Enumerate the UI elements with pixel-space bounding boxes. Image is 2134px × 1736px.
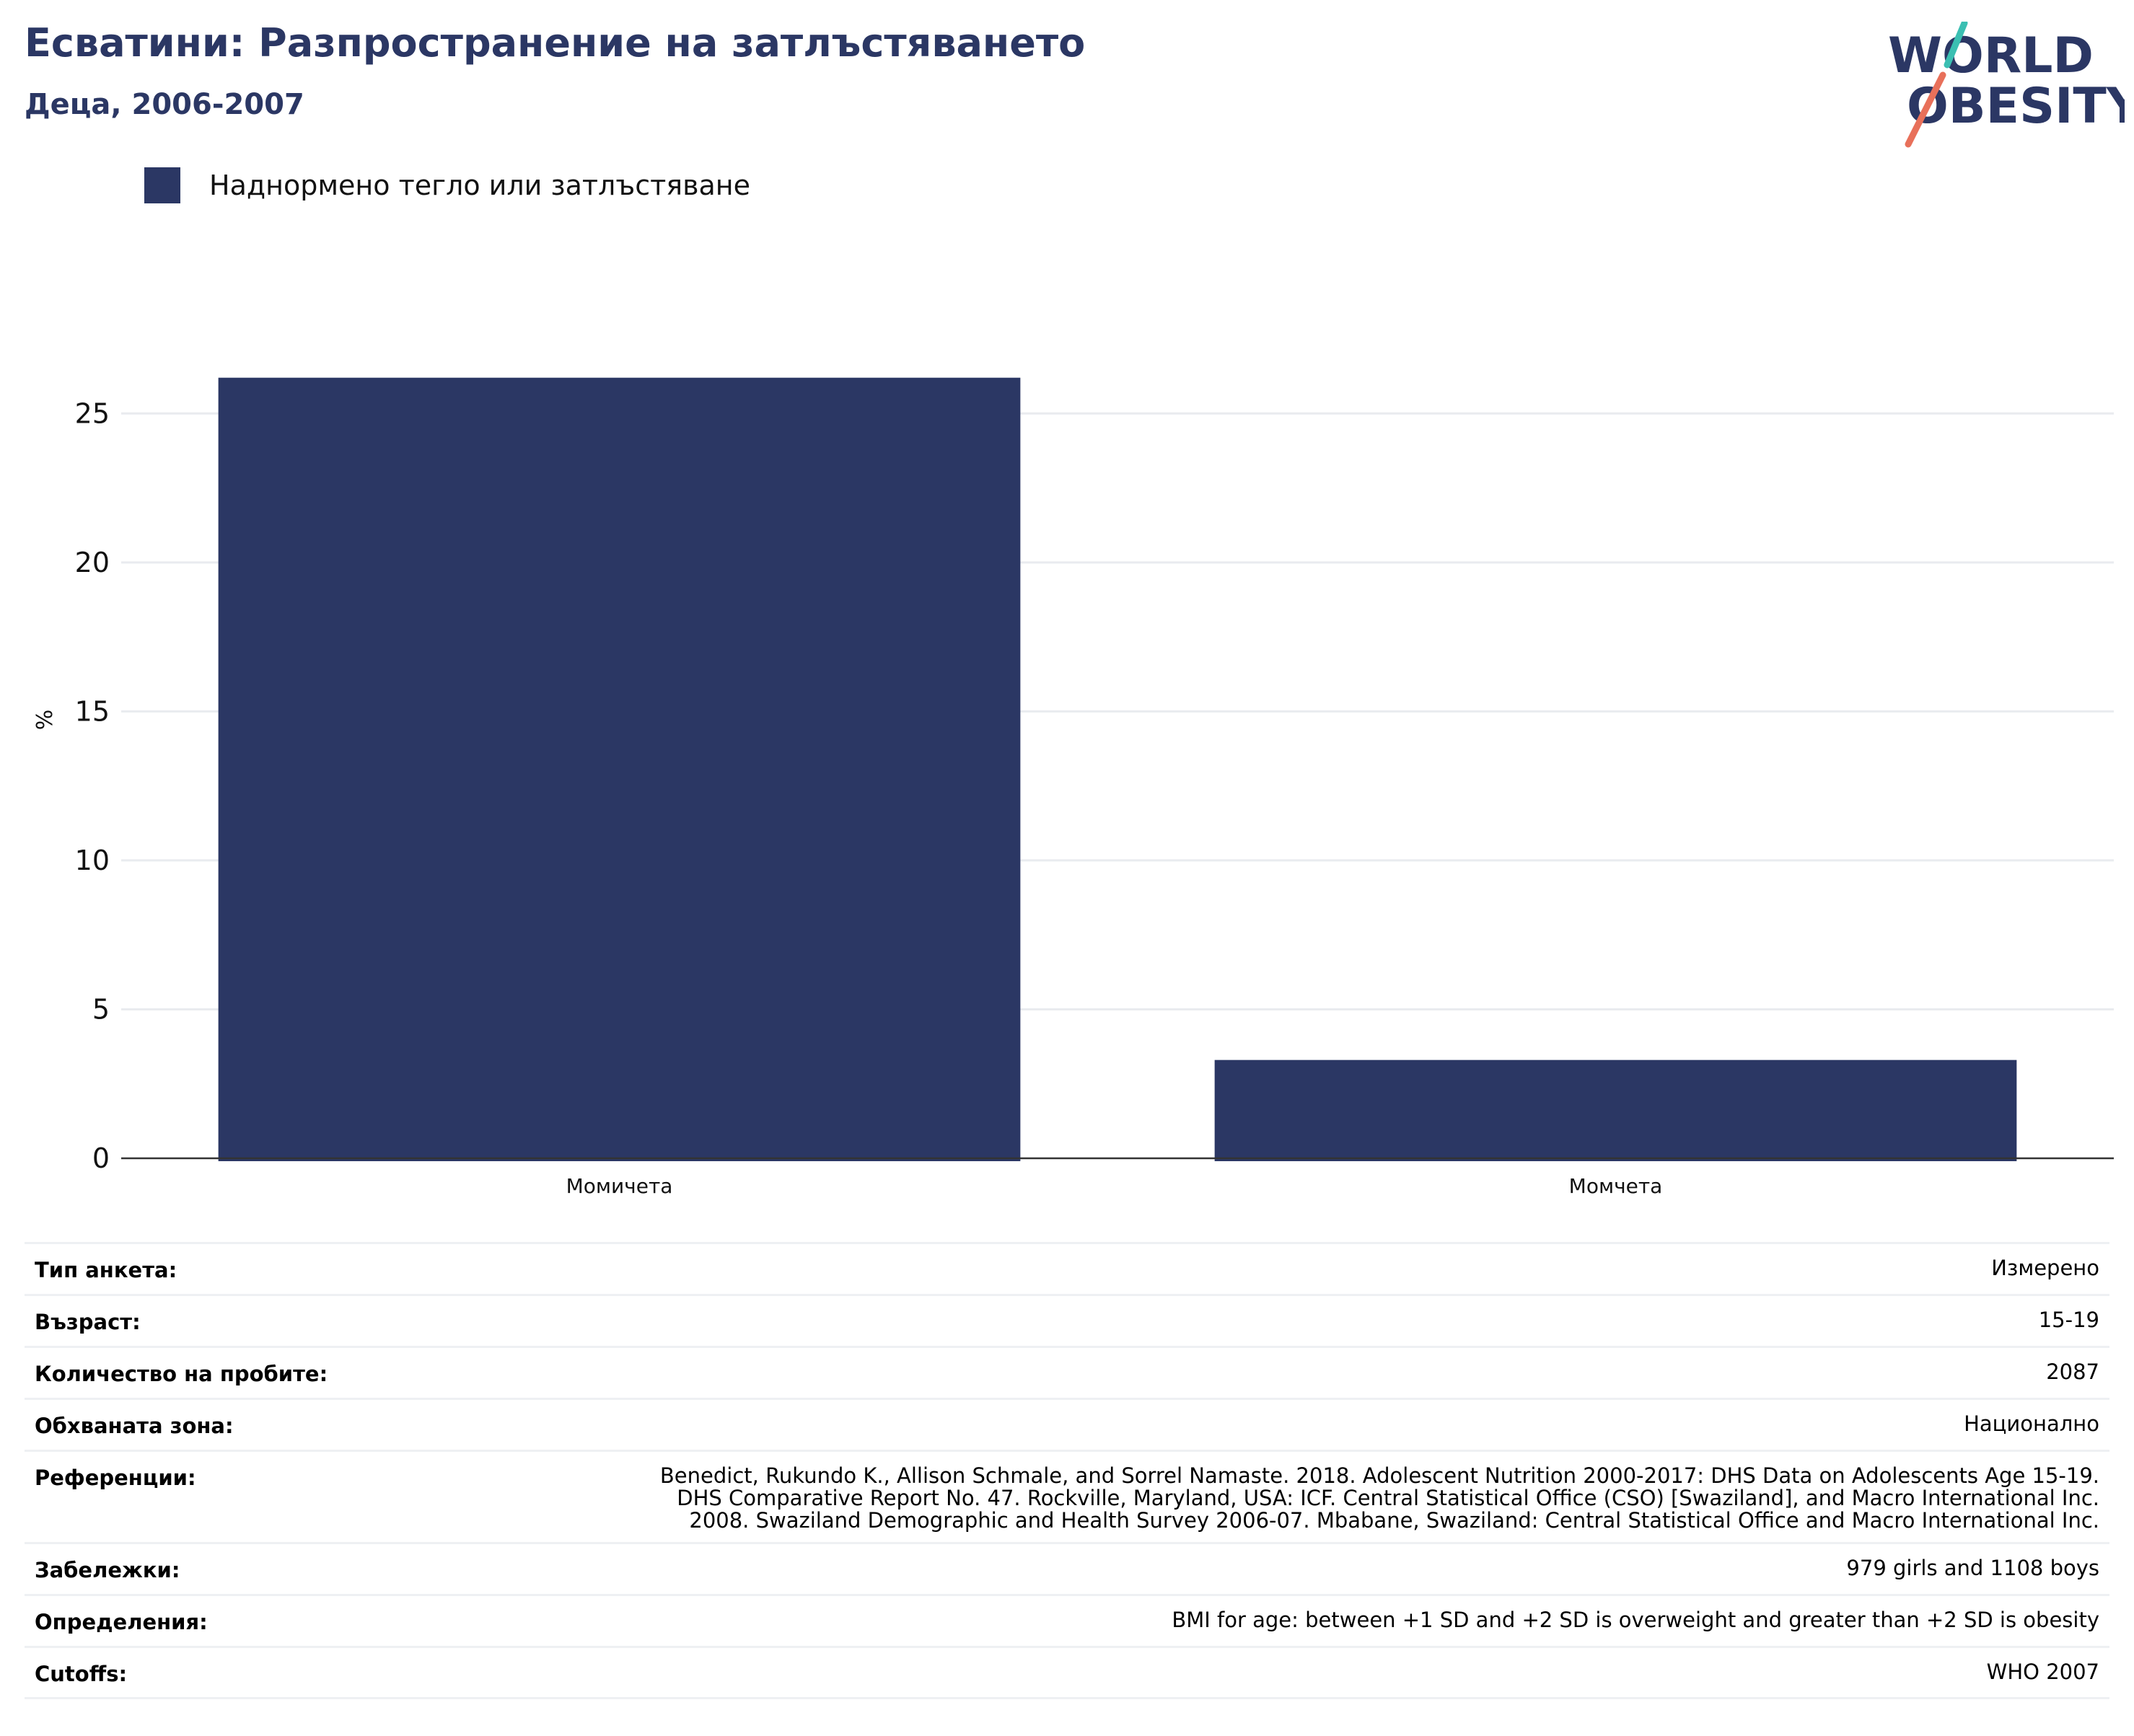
survey-info-table: Тип анкета: Измерено Възраст: 15-19 Количест… [25, 1242, 2109, 1699]
info-value-line: Benedict, Rukundo K., Allison Schmale, a… [659, 1463, 2099, 1488]
info-key: Обхваната зона: [35, 1414, 234, 1438]
info-row: Обхваната зона: Национално [25, 1398, 2109, 1450]
bar [218, 377, 1021, 1161]
info-key: Количество на пробите: [35, 1362, 328, 1386]
info-key: Тип анкета: [35, 1258, 177, 1282]
info-key: Забележки: [35, 1558, 180, 1582]
info-key: Определения: [35, 1610, 208, 1634]
info-value: 2087 [2046, 1361, 2099, 1383]
legend-label: Наднормено тегло или затлъстяване [209, 169, 750, 201]
info-value-line: 15-19 [2038, 1308, 2099, 1332]
bar-chart: 0 5 10 15 20 25% Момичета Момчета [32, 377, 2114, 1198]
info-row: Cutoffs: WHO 2007 [25, 1646, 2109, 1699]
info-value-line: Национално [1964, 1411, 2099, 1436]
info-value: WHO 2007 [1987, 1661, 2099, 1683]
info-value-line: DHS Comparative Report No. 47. Rockville… [677, 1486, 2099, 1510]
y-tick-label: 10 [75, 845, 110, 876]
info-value-line: BMI for age: between +1 SD and +2 SD is … [1172, 1608, 2099, 1632]
info-value: Benedict, Rukundo K., Allison Schmale, a… [660, 1465, 2099, 1532]
world-obesity-logo: WORLD OBESITY [1888, 22, 2125, 148]
info-value-line: 2008. Swaziland Demographic and Health S… [689, 1508, 2099, 1533]
info-key: Възраст: [35, 1310, 141, 1334]
y-tick-label: 0 [92, 1142, 110, 1174]
info-row: Възраст: 15-19 [25, 1294, 2109, 1346]
info-value-line: 979 girls and 1108 boys [1846, 1556, 2099, 1580]
x-category-label: Момчета [1569, 1174, 1663, 1198]
y-tick-label: 5 [92, 993, 110, 1025]
info-row: Референции: Benedict, Rukundo K., Allison… [25, 1450, 2109, 1542]
info-value-line: 2087 [2046, 1360, 2099, 1384]
info-value-line: WHO 2007 [1986, 1660, 2099, 1684]
info-value: Национално [1964, 1413, 2099, 1435]
chart-subtitle: Деца, 2006-2007 [25, 88, 304, 121]
logo-text-world: WORLD [1888, 27, 2094, 84]
y-tick-label: 20 [75, 547, 110, 578]
info-row: Забележки: 979 girls and 1108 boys [25, 1542, 2109, 1594]
legend-swatch [144, 167, 180, 203]
logo-slash-top [1944, 22, 1968, 69]
info-row: Тип анкета: Измерено [25, 1242, 2109, 1294]
logo-slash-bottom [1905, 71, 1946, 148]
bar [1214, 1059, 2017, 1161]
info-row: Определения: BMI for age: between +1 SD a… [25, 1594, 2109, 1646]
info-value: 979 girls and 1108 boys [1846, 1557, 2099, 1579]
y-axis-title: % [32, 710, 58, 731]
info-key: Референции: [35, 1466, 196, 1490]
info-row: Количество на пробите: 2087 [25, 1346, 2109, 1398]
info-value: 15-19 [2039, 1309, 2099, 1331]
y-tick-label: 15 [75, 695, 110, 727]
y-tick-label: 25 [75, 397, 110, 429]
info-key: Cutoffs: [35, 1662, 128, 1686]
legend: Наднормено тегло или затлъстяване [144, 167, 750, 203]
chart-title: Есватини: Разпространение на затлъстяван… [25, 20, 1086, 66]
info-value: BMI for age: between +1 SD and +2 SD is … [1172, 1609, 2099, 1631]
info-value-line: Измерено [1991, 1256, 2099, 1280]
info-value: Измерено [1991, 1257, 2099, 1279]
x-category-label: Момичета [566, 1174, 673, 1198]
logo-text-obesity: OBESITY [1907, 78, 2125, 135]
